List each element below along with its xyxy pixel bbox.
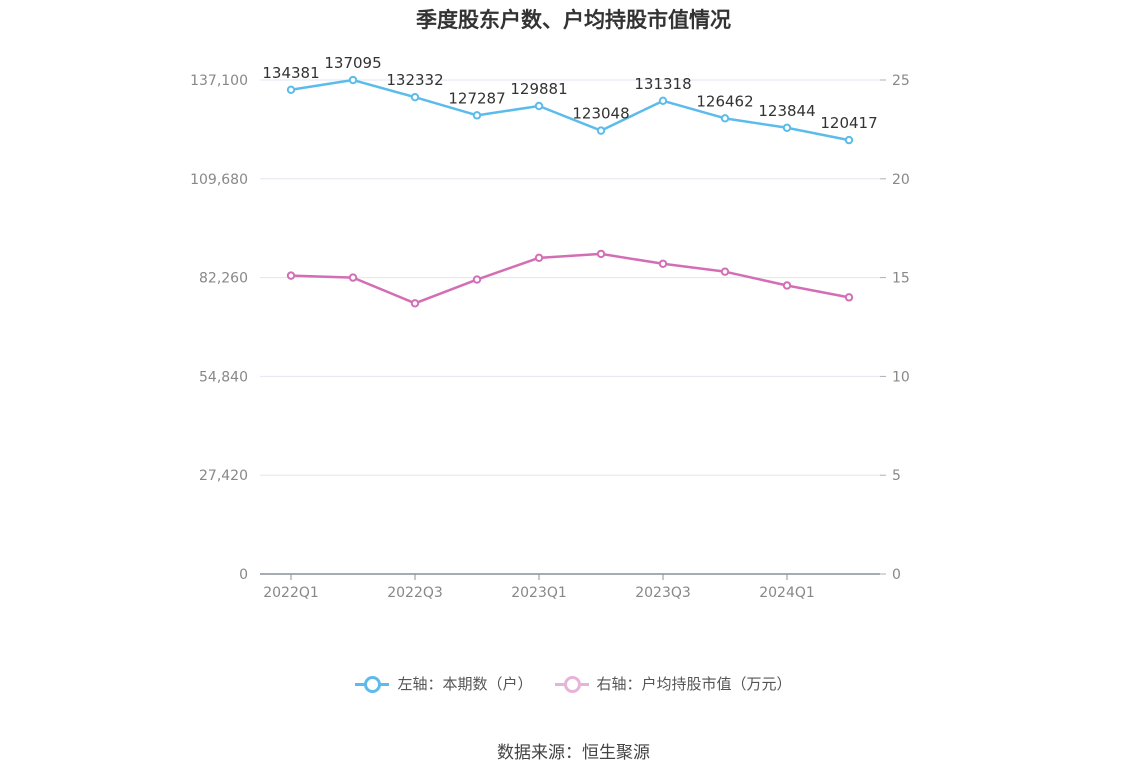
left-axis-tick-label: 137,100	[190, 73, 248, 89]
right-axis-tick-label: 20	[892, 172, 910, 188]
right-axis-tick-label: 25	[892, 73, 910, 89]
data-label-left: 132332	[386, 71, 443, 89]
right-axis-tick-label: 10	[892, 369, 910, 385]
series-line-left	[290, 78, 850, 142]
data-point-right	[348, 273, 358, 282]
x-axis-tick-label: 2023Q1	[511, 585, 567, 601]
data-point-left	[782, 123, 792, 132]
legend-label-right: 右轴：户均持股市值（万元）	[596, 675, 792, 693]
data-point-left	[286, 85, 296, 94]
left-axis-tick-label: 27,420	[199, 468, 248, 484]
series-line-right	[290, 252, 850, 305]
left-axis-tick-label: 0	[239, 567, 248, 583]
chart-title: 季度股东户数、户均持股市值情况	[416, 8, 731, 32]
data-label-left: 123048	[572, 105, 629, 123]
legend-label-left: 左轴：本期数（户）	[397, 675, 533, 693]
data-point-left	[658, 96, 668, 106]
grid-lines	[260, 79, 880, 476]
legend-swatch-right	[554, 675, 589, 693]
data-label-left: 127287	[448, 89, 505, 107]
x-axis: 2022Q1 2022Q3 2023Q1 2023Q3 2024Q1	[260, 573, 880, 601]
data-label-left: 123844	[758, 102, 815, 120]
x-axis-tick-label: 2022Q1	[263, 585, 319, 601]
data-point-right	[286, 271, 296, 280]
legend: 左轴：本期数（户） 右轴：户均持股市值（万元）	[0, 673, 1147, 694]
data-point-right	[782, 281, 792, 290]
left-axis-tick-label: 54,840	[199, 369, 248, 385]
data-point-right	[844, 293, 854, 302]
data-label-left: 134381	[262, 64, 319, 82]
legend-item-right[interactable]: 右轴：户均持股市值（万元）	[554, 673, 792, 694]
data-point-left	[720, 114, 730, 123]
x-axis-tick-label: 2022Q3	[387, 585, 443, 601]
legend-item-left[interactable]: 左轴：本期数（户）	[355, 673, 533, 694]
left-axis-tick-label: 82,260	[199, 271, 248, 287]
right-axis-tick-label: 5	[892, 468, 901, 484]
data-label-left: 129881	[510, 80, 567, 98]
right-axis-tick-label: 0	[892, 567, 901, 583]
right-axis-ticks: 0 5 10 15 20 25	[880, 73, 910, 583]
data-label-left: 137095	[324, 54, 381, 72]
data-point-right	[720, 267, 730, 276]
data-source: 数据来源：恒生聚源	[497, 743, 650, 763]
data-point-right	[658, 259, 668, 268]
data-point-left	[472, 111, 482, 120]
data-point-left	[596, 126, 606, 135]
data-label-left: 131318	[634, 75, 691, 93]
left-axis-tick-label: 109,680	[190, 172, 248, 188]
data-label-left: 120417	[820, 114, 877, 132]
data-point-right	[472, 275, 482, 284]
legend-swatch-left	[355, 675, 390, 693]
data-point-right	[534, 253, 544, 263]
right-axis-tick-label: 15	[892, 271, 910, 287]
data-label-left: 126462	[696, 92, 753, 110]
left-axis-ticks: 0 27,420 54,840 82,260 109,680 137,100	[190, 73, 248, 583]
x-axis-tick-label: 2023Q3	[635, 585, 691, 601]
data-point-left	[844, 135, 854, 145]
x-axis-tick-label: 2024Q1	[759, 585, 815, 601]
data-point-right	[410, 299, 420, 308]
data-point-left	[534, 101, 544, 111]
data-point-left	[348, 75, 358, 85]
data-point-left	[410, 92, 420, 102]
series-layer: 134381 137095 132332 127287 129881 123048 1313…	[262, 54, 878, 308]
data-point-right	[596, 249, 606, 259]
